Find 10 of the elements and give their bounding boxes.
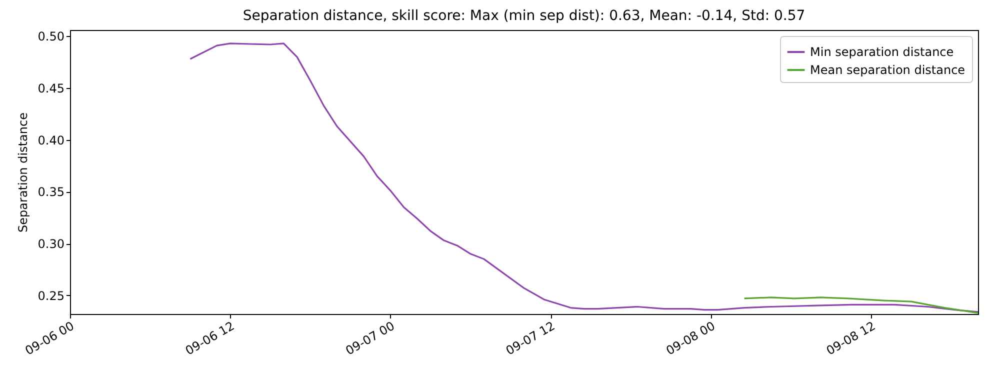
y-axis-title: Separation distance <box>16 112 30 232</box>
y-tick-label: 0.30 <box>38 237 64 252</box>
legend-label: Min separation distance <box>810 45 954 59</box>
y-tick-label: 0.45 <box>38 82 64 96</box>
y-tick-label: 0.50 <box>38 30 64 44</box>
legend-label: Mean separation distance <box>810 63 966 77</box>
y-tick-label: 0.40 <box>38 133 64 148</box>
chart-title: Separation distance, skill score: Max (min sep dist): 0.63, Mean: -0.14, Std: 0.57 <box>242 8 806 24</box>
y-tick-label: 0.35 <box>38 185 64 200</box>
y-tick-label: 0.25 <box>38 288 64 303</box>
